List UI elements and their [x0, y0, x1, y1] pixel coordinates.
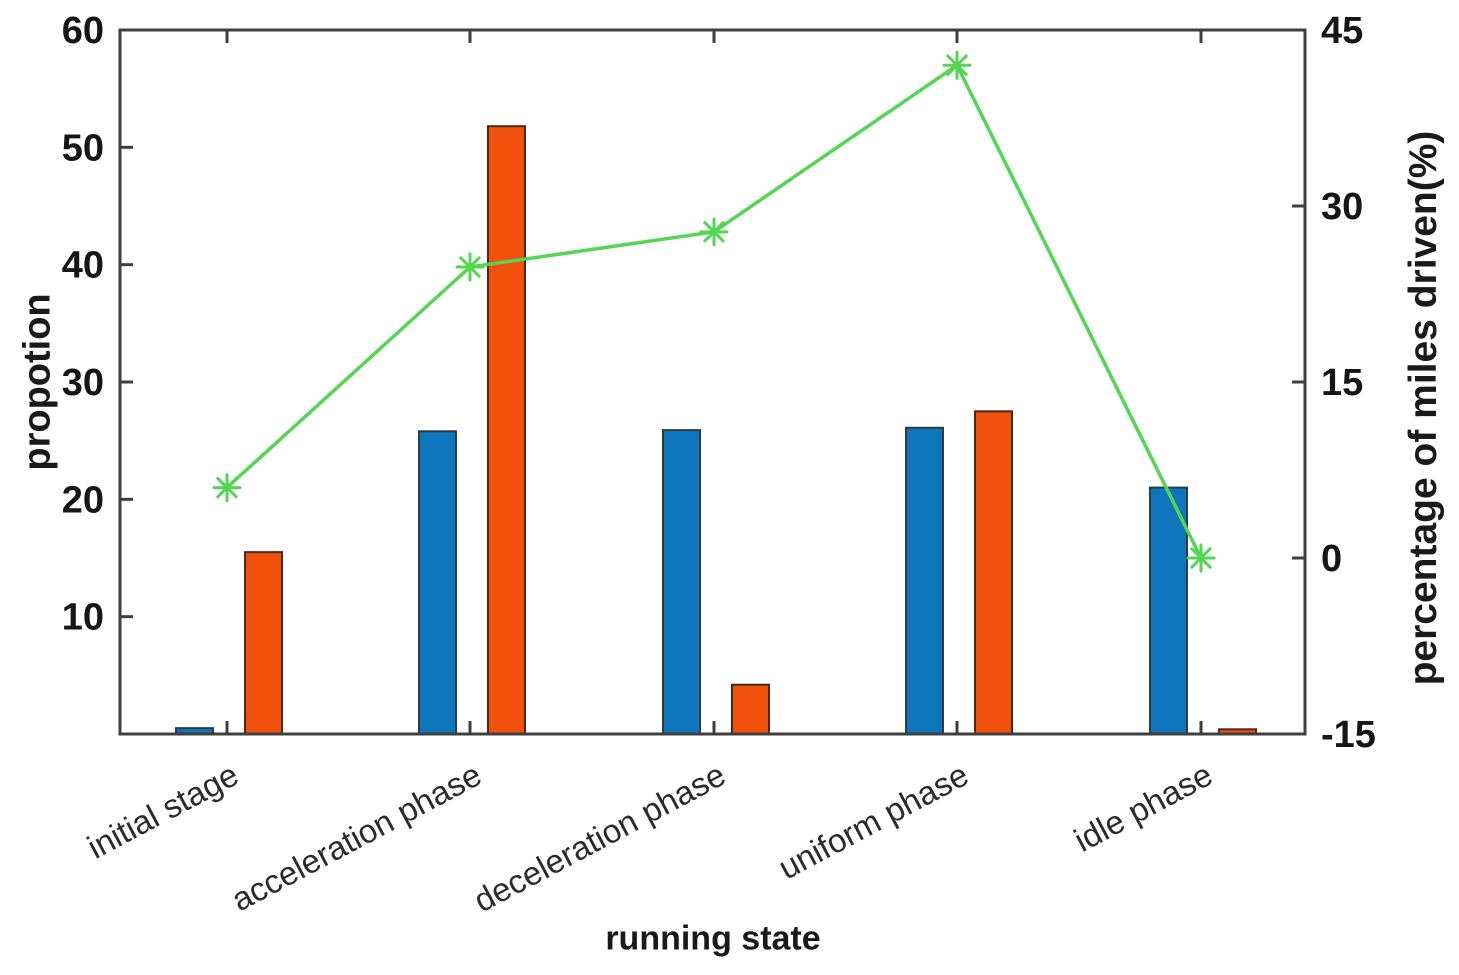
right-tick-label: 30: [1321, 186, 1363, 228]
asterisk-marker-2: [712, 230, 725, 243]
left-tick-label: 20: [62, 479, 104, 521]
asterisk-marker-4: [1190, 547, 1203, 560]
right-tick-label: -15: [1321, 714, 1376, 756]
asterisk-marker-4: [1190, 556, 1203, 569]
bar-blue-bars-2: [662, 429, 701, 735]
asterisk-marker-0: [216, 486, 229, 499]
asterisk-marker-0: [225, 476, 238, 490]
x-tick-label: idle phase: [1068, 756, 1218, 859]
x-tick-label: deceleration phase: [468, 756, 732, 920]
x-tick-label: initial stage: [81, 756, 244, 866]
left-tick-label: 30: [62, 362, 104, 404]
right-axis-title: percentage of miles driven(%): [1402, 130, 1445, 686]
left-tick-label: 40: [62, 245, 104, 287]
asterisk-marker-3: [946, 54, 959, 67]
asterisk-marker-4: [1199, 556, 1212, 569]
asterisk-marker-0: [225, 486, 238, 499]
asterisk-marker-1: [468, 265, 481, 278]
asterisk-marker-3: [955, 63, 968, 76]
bar-orange-bars-0: [244, 551, 283, 736]
x-tick-label: acceleration phase: [225, 756, 487, 919]
asterisk-marker-1: [468, 256, 481, 269]
right-tick-label: 0: [1321, 538, 1342, 580]
left-tick-label: 50: [62, 127, 104, 169]
right-tick-label: 15: [1321, 362, 1363, 404]
asterisk-marker-2: [703, 230, 716, 243]
asterisk-marker-2: [703, 221, 716, 234]
asterisk-marker-1: [459, 265, 472, 278]
bar-orange-bars-3: [974, 410, 1013, 735]
bar-blue-bars-4: [1149, 486, 1188, 735]
left-axis-title: propotion: [16, 293, 59, 471]
bar-blue-bars-3: [905, 426, 944, 735]
right-tick-label: 45: [1321, 10, 1363, 52]
bar-orange-bars-1: [487, 125, 526, 736]
asterisk-marker-1: [459, 256, 472, 269]
x-tick-label: uniform phase: [772, 756, 974, 887]
bar-blue-bars-1: [418, 430, 457, 735]
bar-orange-bars-2: [731, 683, 770, 735]
plot-frame: [118, 28, 1307, 736]
line-series: [225, 62, 1203, 559]
asterisk-marker-4: [1199, 547, 1212, 560]
x-axis-title: running state: [605, 919, 821, 958]
asterisk-marker-2: [712, 221, 725, 234]
left-tick-label: 10: [62, 597, 104, 639]
left-tick-label: 60: [62, 10, 104, 52]
asterisk-marker-0: [216, 476, 229, 490]
asterisk-marker-3: [955, 54, 968, 67]
asterisk-marker-3: [946, 63, 959, 76]
